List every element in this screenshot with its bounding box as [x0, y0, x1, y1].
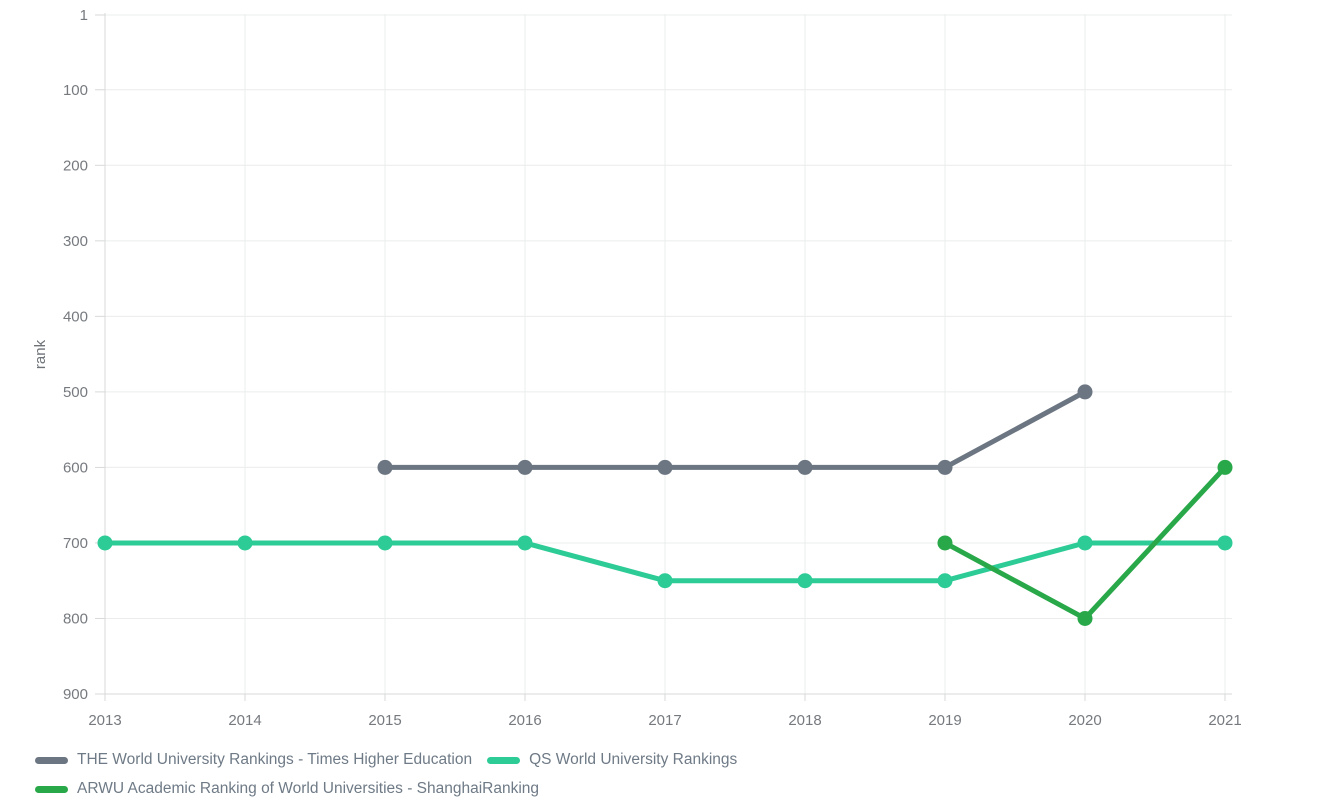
x-tick-label: 2015	[368, 712, 401, 729]
y-tick-label: 900	[63, 686, 88, 703]
data-point-1-2020[interactable]	[1077, 535, 1093, 551]
x-tick-label: 2018	[788, 712, 821, 729]
data-point-2-2019[interactable]	[937, 535, 953, 551]
chart-legend: THE World University Rankings - Times Hi…	[35, 749, 737, 800]
legend-label-the: THE World University Rankings - Times Hi…	[77, 751, 473, 768]
x-tick-label: 2019	[928, 712, 961, 729]
data-point-1-2016[interactable]	[517, 535, 533, 551]
y-tick-label: 200	[63, 157, 88, 174]
data-point-1-2017[interactable]	[657, 573, 673, 589]
x-tick-label: 2021	[1208, 712, 1241, 729]
legend-item-arwu[interactable]: ARWU Academic Ranking of World Universit…	[35, 778, 539, 800]
legend-label-arwu: ARWU Academic Ranking of World Universit…	[77, 780, 540, 797]
data-point-0-2017[interactable]	[657, 459, 673, 475]
legend-item-qs[interactable]: QS World University Rankings	[487, 749, 737, 771]
legend-swatch-arwu	[35, 785, 68, 793]
x-tick-label: 2020	[1068, 712, 1101, 729]
legend-row-2: ARWU Academic Ranking of World Universit…	[35, 778, 737, 800]
data-point-2-2021[interactable]	[1217, 459, 1233, 475]
y-tick-label: 600	[63, 459, 88, 476]
data-point-0-2015[interactable]	[377, 459, 393, 475]
data-point-0-2020[interactable]	[1077, 384, 1093, 400]
y-tick-label: 700	[63, 535, 88, 552]
data-point-1-2013[interactable]	[97, 535, 113, 551]
x-tick-label: 2016	[508, 712, 541, 729]
data-point-2-2020[interactable]	[1077, 610, 1093, 626]
y-tick-label: 500	[63, 384, 88, 401]
x-tick-label: 2017	[648, 712, 681, 729]
legend-label-qs: QS World University Rankings	[529, 751, 738, 768]
y-tick-label: 100	[63, 82, 88, 99]
data-point-0-2016[interactable]	[517, 459, 533, 475]
x-tick-label: 2014	[228, 712, 261, 729]
data-point-1-2014[interactable]	[237, 535, 253, 551]
y-axis-title: rank	[32, 339, 49, 369]
data-point-0-2018[interactable]	[797, 459, 813, 475]
data-point-1-2019[interactable]	[937, 573, 953, 589]
y-tick-label: 800	[63, 610, 88, 627]
data-point-1-2018[interactable]	[797, 573, 813, 589]
legend-swatch-qs	[487, 756, 521, 764]
legend-item-the[interactable]: THE World University Rankings - Times Hi…	[35, 749, 472, 771]
x-tick-label: 2013	[88, 712, 121, 729]
data-point-1-2015[interactable]	[377, 535, 393, 551]
y-tick-label: 300	[63, 233, 88, 250]
data-point-1-2021[interactable]	[1217, 535, 1233, 551]
y-tick-label: 400	[63, 308, 88, 325]
series-line-0	[382, 389, 1088, 470]
data-point-0-2019[interactable]	[937, 459, 953, 475]
legend-row-1: THE World University Rankings - Times Hi…	[35, 749, 737, 771]
y-tick-label: 1	[80, 7, 88, 24]
legend-swatch-the	[35, 756, 68, 764]
